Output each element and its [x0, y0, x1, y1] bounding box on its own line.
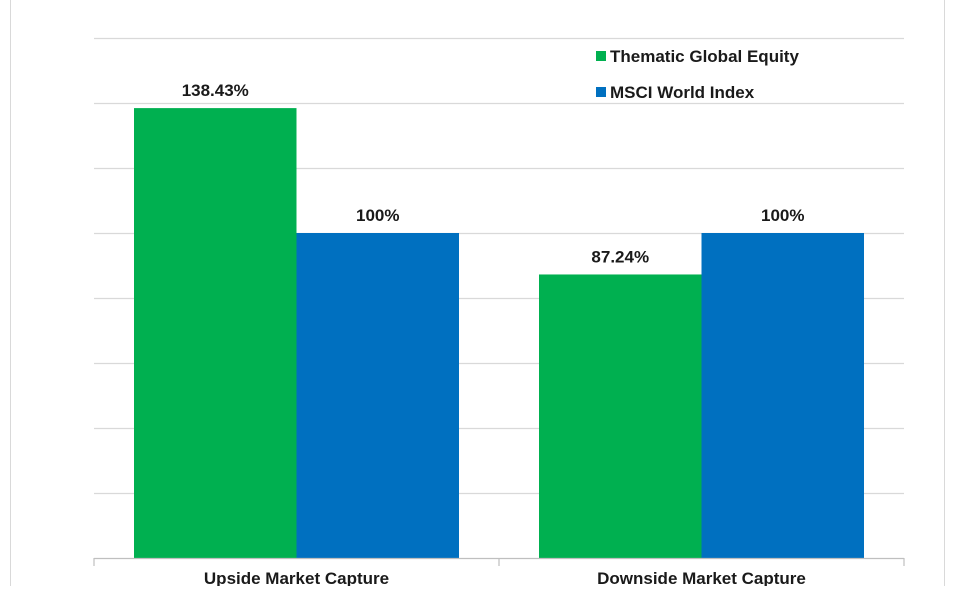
legend-swatch-msci-world-index [596, 87, 606, 97]
bar-thematic-global-equity-downside [539, 274, 702, 558]
x-axis: Upside Market Capture Downside Market Cap… [93, 557, 905, 588]
data-label: 100% [356, 206, 399, 225]
bar-thematic-global-equity-upside [134, 108, 297, 558]
legend-swatch-thematic-global-equity [596, 51, 606, 61]
data-labels: 138.43% 100% 87.24% 100% [182, 81, 805, 266]
category-label: Downside Market Capture [597, 569, 806, 586]
legend-label-thematic-global-equity: Thematic Global Equity [610, 47, 799, 66]
bars [134, 108, 864, 558]
bar-msci-world-index-downside [701, 233, 864, 558]
data-label: 87.24% [591, 247, 649, 266]
category-label: Upside Market Capture [204, 569, 389, 586]
left-frame-edge [10, 0, 11, 586]
legend-label-msci-world-index: MSCI World Index [610, 83, 755, 102]
right-frame-edge [944, 0, 945, 586]
legend: Thematic Global Equity MSCI World Index [596, 47, 799, 102]
data-label: 138.43% [182, 81, 249, 100]
bar-msci-world-index-upside [296, 233, 459, 558]
data-label: 100% [761, 206, 804, 225]
